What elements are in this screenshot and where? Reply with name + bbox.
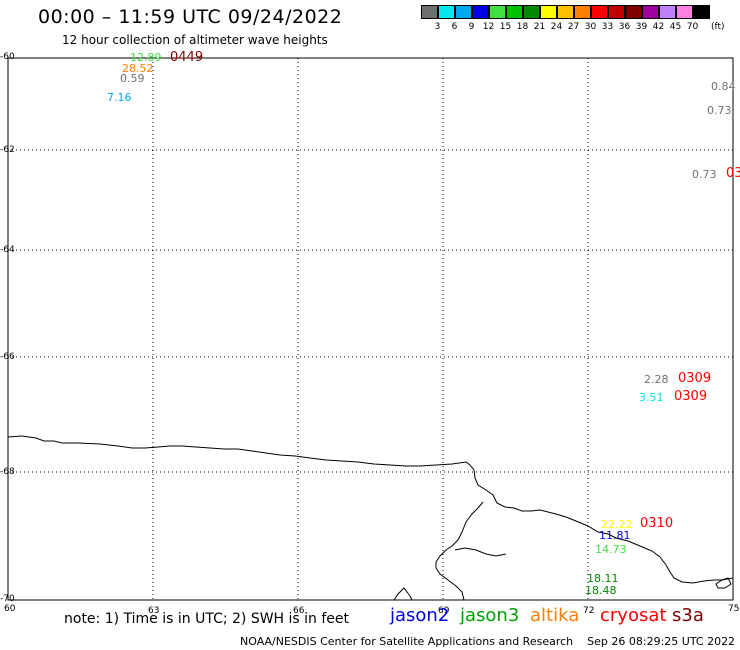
pass-time-label: 0309 xyxy=(674,389,708,404)
longitude-label: 66 xyxy=(293,606,305,616)
scale-label: 39 xyxy=(635,22,648,32)
pass-time-label: 0309 xyxy=(678,371,712,386)
scale-swatch xyxy=(421,5,438,19)
scale-label: 45 xyxy=(669,22,682,32)
scale-swatch xyxy=(659,5,676,19)
mission-label-jason3: jason3 xyxy=(460,605,520,626)
scale-label: 9 xyxy=(468,22,475,32)
wave-height-label: 0.59 xyxy=(120,72,145,85)
pass-time-label: 03 xyxy=(726,166,740,181)
scale-label: 24 xyxy=(550,22,563,32)
scale-unit-label: (ft) xyxy=(711,22,725,32)
latitude-label: -60 xyxy=(0,52,15,62)
longitude-label: 75 xyxy=(728,604,740,614)
wave-height-label: 14.73 xyxy=(595,543,627,556)
scale-swatch xyxy=(608,5,625,19)
longitude-label: 69 xyxy=(438,606,450,616)
wave-height-label: 18.11 xyxy=(587,572,619,585)
longitude-label: 63 xyxy=(148,606,160,616)
scale-label: 6 xyxy=(451,22,458,32)
mission-label-cryosat: cryosat xyxy=(600,605,667,626)
scale-swatch xyxy=(438,5,455,19)
scale-label: 33 xyxy=(601,22,614,32)
wave-height-label: 22.22 xyxy=(601,518,633,531)
scale-label: 21 xyxy=(533,22,546,32)
latitude-label: -64 xyxy=(0,245,15,255)
map-frame xyxy=(7,57,734,601)
wave-height-label: 0.73 xyxy=(692,168,717,181)
scale-swatch xyxy=(642,5,659,19)
credit-spacer xyxy=(573,635,587,648)
scale-swatch xyxy=(455,5,472,19)
mission-label-jason2: jason2 xyxy=(390,605,450,626)
wave-height-label: 12.89 xyxy=(130,51,162,64)
wave-height-label: 3.51 xyxy=(639,391,664,404)
credit-text: NOAA/NESDIS Center for Satellite Applica… xyxy=(240,635,574,648)
longitude-label: 72 xyxy=(583,606,595,616)
scale-swatch xyxy=(693,5,710,19)
latitude-label: -62 xyxy=(0,145,15,155)
scale-swatch xyxy=(625,5,642,19)
latitude-label: -70 xyxy=(0,594,15,604)
scale-label: 70 xyxy=(686,22,699,32)
wave-height-label: 18.48 xyxy=(585,584,617,597)
scale-swatch xyxy=(676,5,693,19)
pass-time-label: 0449 xyxy=(170,50,204,65)
scale-label: 30 xyxy=(584,22,597,32)
mission-label-altika: altika xyxy=(530,605,580,626)
scale-label: 27 xyxy=(567,22,580,32)
wave-height-label: 7.16 xyxy=(107,91,132,104)
wave-height-label: 11.81 xyxy=(599,529,631,542)
latitude-label: -66 xyxy=(0,352,15,362)
scale-swatch xyxy=(523,5,540,19)
scale-swatch xyxy=(489,5,506,19)
chart-title: 00:00 – 11:59 UTC 09/24/2022 xyxy=(38,6,343,28)
wave-height-label: 0.73 xyxy=(707,104,732,117)
scale-swatch xyxy=(574,5,591,19)
scale-swatch xyxy=(591,5,608,19)
wave-height-label: 2.28 xyxy=(644,373,669,386)
scale-swatch xyxy=(540,5,557,19)
wave-height-label: 0.84 xyxy=(711,80,736,93)
footer-note: note: 1) Time is in UTC; 2) SWH is in fe… xyxy=(64,611,350,627)
scale-label: 15 xyxy=(499,22,512,32)
antarctic-coastline xyxy=(7,435,734,601)
longitude-label: 60 xyxy=(4,604,16,614)
generated-timestamp: Sep 26 08:29:25 UTC 2022 xyxy=(587,635,736,648)
chart-subtitle: 12 hour collection of altimeter wave hei… xyxy=(62,33,328,47)
scale-label: 36 xyxy=(618,22,631,32)
scale-swatch xyxy=(557,5,574,19)
scale-swatch xyxy=(506,5,523,19)
scale-label: 3 xyxy=(434,22,441,32)
footer-credit: NOAA/NESDIS Center for Satellite Applica… xyxy=(240,635,735,648)
latitude-label: -68 xyxy=(0,467,15,477)
scale-label: 12 xyxy=(482,22,495,32)
mission-label-s3a: s3a xyxy=(672,605,704,626)
pass-time-label: 0310 xyxy=(640,516,674,531)
scale-label: 42 xyxy=(652,22,665,32)
graticule xyxy=(8,58,733,600)
wave-height-label: 28.52 xyxy=(122,62,154,75)
scale-swatch xyxy=(472,5,489,19)
scale-label: 18 xyxy=(516,22,529,32)
